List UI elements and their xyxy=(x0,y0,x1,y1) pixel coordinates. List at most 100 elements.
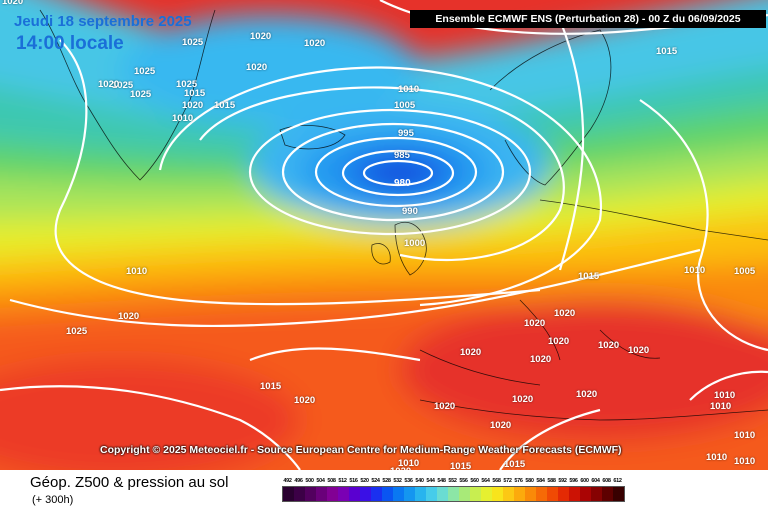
legend-tick-label: 548 xyxy=(437,478,446,484)
legend-tick-label: 524 xyxy=(371,478,380,484)
legend-swatch xyxy=(426,487,437,501)
legend-swatch xyxy=(360,487,371,501)
legend-color-bar xyxy=(282,486,625,502)
legend-swatch xyxy=(481,487,492,501)
legend-tick-label: 584 xyxy=(536,478,545,484)
forecast-map: 980 1020 1025 1020 1020 1025 1025 1025 1… xyxy=(0,0,768,470)
isobar-label: 990 xyxy=(402,206,418,217)
isobar-label: 1020 xyxy=(598,340,620,351)
legend-tick-label: 508 xyxy=(327,478,336,484)
legend-swatch xyxy=(459,487,470,501)
model-run-info: Ensemble ECMWF ENS (Perturbation 28) - 0… xyxy=(410,10,766,28)
legend-tick-label: 492 xyxy=(283,478,292,484)
isobar-label: 1010 xyxy=(684,265,706,276)
legend-tick-label: 520 xyxy=(360,478,369,484)
legend-swatch xyxy=(371,487,382,501)
legend-tick-label: 608 xyxy=(602,478,611,484)
legend-swatch xyxy=(316,487,327,501)
legend-swatch xyxy=(327,487,338,501)
legend-swatch xyxy=(580,487,591,501)
color-scale-legend: 492 496 500 504 508 512 516 520 524 528 532 536 540 5… xyxy=(282,478,625,502)
lead-time: (+ 300h) xyxy=(32,494,74,506)
legend-tick-label: 552 xyxy=(448,478,457,484)
legend-swatch xyxy=(294,487,305,501)
legend-swatch xyxy=(437,487,448,501)
legend-tick-label: 556 xyxy=(459,478,468,484)
legend-swatch xyxy=(569,487,580,501)
isobar-label: 1005 xyxy=(734,266,756,277)
legend-swatch xyxy=(492,487,503,501)
isobar-label: 1020 xyxy=(576,389,598,400)
legend-tick-label: 496 xyxy=(294,478,303,484)
isobar-label: 1020 xyxy=(512,394,534,405)
isobar-label: 1020 xyxy=(304,38,326,49)
isobar-label: 1015 xyxy=(260,381,282,392)
isobar-label: 1020 xyxy=(182,100,204,111)
legend-swatch xyxy=(448,487,459,501)
isobar-label: 995 xyxy=(398,128,414,139)
legend-tick-label: 600 xyxy=(580,478,589,484)
legend-swatch xyxy=(393,487,404,501)
geopotential-shading xyxy=(0,0,768,470)
product-title: Géop. Z500 & pression au sol xyxy=(30,474,229,491)
legend-tick-label: 528 xyxy=(382,478,391,484)
legend-swatch xyxy=(602,487,613,501)
isobar-label: 1010 xyxy=(398,458,420,469)
isobar-label: 1010 xyxy=(706,452,728,463)
isobar-label: 1015 xyxy=(504,459,526,470)
legend-tick-label: 572 xyxy=(503,478,512,484)
z500-map-canvas: 980 xyxy=(0,0,768,470)
isobar-label: 1020 xyxy=(250,31,272,42)
legend-swatch xyxy=(338,487,349,501)
isobar-label: 1020 xyxy=(628,345,650,356)
legend-tick-label: 588 xyxy=(547,478,556,484)
legend-swatch xyxy=(283,487,294,501)
isobar-label: 1020 xyxy=(554,308,576,319)
legend-swatch xyxy=(514,487,525,501)
isobar-label: 1020 xyxy=(524,318,546,329)
isobar-label: 1020 xyxy=(548,336,570,347)
isobar-label: 1020 xyxy=(460,347,482,358)
isobar-label: 1020 xyxy=(490,420,512,431)
legend-tick-label: 580 xyxy=(525,478,534,484)
legend-tick-label: 560 xyxy=(470,478,479,484)
legend-tick-label: 536 xyxy=(404,478,413,484)
isobar-label: 985 xyxy=(394,150,410,161)
isobar-label: 1015 xyxy=(578,271,600,282)
legend-swatch xyxy=(558,487,569,501)
isobar-label: 1015 xyxy=(214,100,236,111)
isobar-label: 1020 xyxy=(2,0,24,7)
isobar-label: 1025 xyxy=(182,37,204,48)
legend-tick-label: 532 xyxy=(393,478,402,484)
isobar-label: 1020 xyxy=(530,354,552,365)
isobar-label: 1020 xyxy=(434,401,456,412)
legend-tick-label: 512 xyxy=(338,478,347,484)
legend-tick-label: 500 xyxy=(305,478,314,484)
legend-swatch xyxy=(470,487,481,501)
legend-swatch xyxy=(613,487,624,501)
legend-tick-label: 564 xyxy=(481,478,490,484)
isobar-label: 1025 xyxy=(176,79,198,90)
isobar-label: 1010 xyxy=(734,430,756,441)
legend-swatch xyxy=(349,487,360,501)
legend-swatch xyxy=(591,487,602,501)
low-pressure-core: 980 xyxy=(394,178,411,189)
isobar-label: 1020 xyxy=(246,62,268,73)
isobar-label: 1000 xyxy=(404,238,426,249)
isobar-label: 1005 xyxy=(394,100,416,111)
isobar-label: 1020 xyxy=(98,79,120,90)
legend-tick-label: 516 xyxy=(349,478,358,484)
legend-swatch xyxy=(404,487,415,501)
legend-swatch xyxy=(382,487,393,501)
legend-swatch xyxy=(525,487,536,501)
isobar-label: 1010 xyxy=(714,390,736,401)
isobar-label: 1010 xyxy=(126,266,148,277)
isobar-label: 1010 xyxy=(710,401,732,412)
legend-tick-label: 596 xyxy=(569,478,578,484)
legend-swatch xyxy=(503,487,514,501)
isobar-label: 1025 xyxy=(112,80,134,91)
legend-swatch xyxy=(305,487,316,501)
isobar-label: 1015 xyxy=(450,461,472,470)
isobar-label: 1025 xyxy=(134,66,156,77)
